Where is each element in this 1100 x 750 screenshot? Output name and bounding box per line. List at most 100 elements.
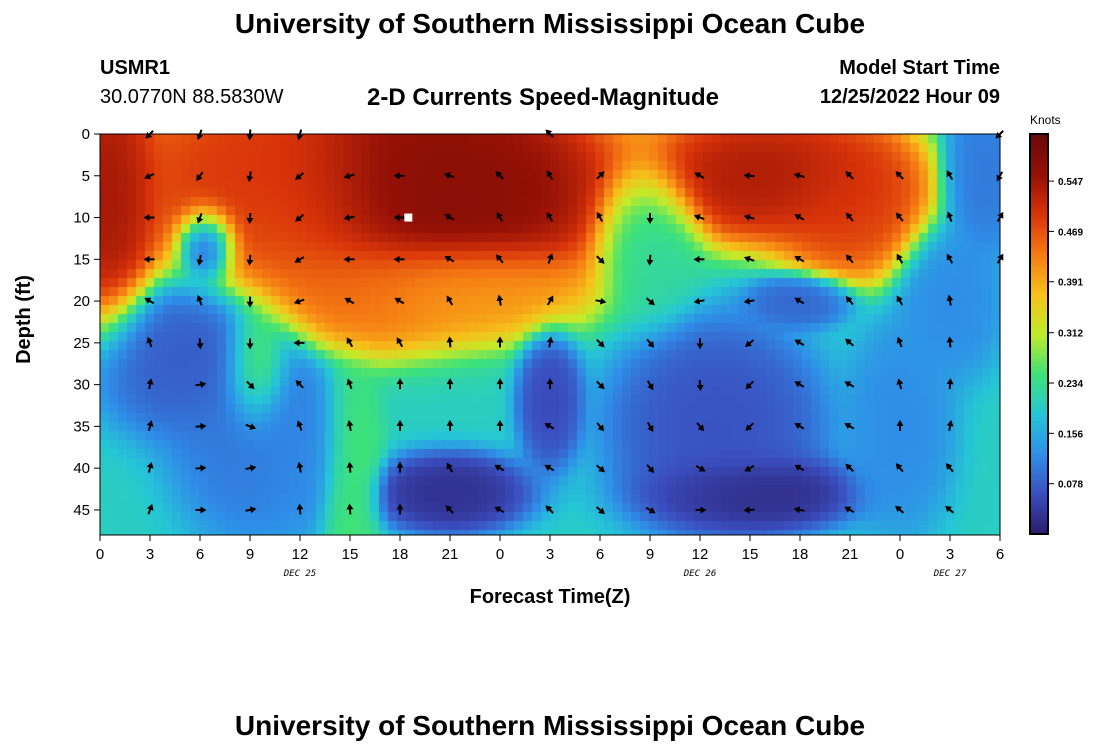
colorbar-tick-label: 0.391 bbox=[1058, 278, 1083, 289]
current-vector bbox=[346, 503, 354, 515]
current-vector bbox=[295, 213, 305, 222]
current-vector bbox=[745, 422, 754, 431]
current-vector bbox=[596, 422, 605, 432]
current-vector bbox=[844, 506, 855, 514]
y-axis-label: Depth (ft) bbox=[12, 275, 35, 364]
current-vector bbox=[695, 506, 707, 514]
current-vector bbox=[794, 464, 805, 472]
current-vector bbox=[995, 130, 1004, 139]
current-vector bbox=[646, 421, 654, 433]
x-tick-label: 3 bbox=[146, 546, 154, 563]
current-vector bbox=[794, 256, 805, 263]
current-vector bbox=[946, 336, 954, 348]
current-vector bbox=[946, 294, 954, 306]
model-start-label: Model Start Time bbox=[839, 57, 1000, 79]
colorbar-tick-label: 0.234 bbox=[1058, 379, 1083, 390]
current-vector bbox=[695, 465, 706, 472]
current-vector bbox=[693, 297, 705, 305]
current-vector bbox=[996, 171, 1004, 182]
current-vector bbox=[845, 212, 854, 222]
current-vector bbox=[896, 378, 904, 390]
chart-subtitle: 2-D Currents Speed-Magnitude bbox=[367, 84, 720, 111]
current-vector bbox=[196, 212, 204, 224]
current-vector bbox=[794, 339, 805, 346]
current-vector bbox=[896, 419, 904, 431]
current-vector bbox=[845, 463, 854, 473]
current-vector bbox=[396, 337, 404, 348]
current-vector bbox=[596, 171, 605, 180]
x-tick-label: 6 bbox=[996, 546, 1004, 563]
station-marker bbox=[404, 213, 413, 222]
current-vector bbox=[396, 378, 404, 390]
current-vector bbox=[845, 171, 854, 180]
current-vector bbox=[895, 463, 904, 473]
current-vector bbox=[745, 380, 754, 390]
current-vector bbox=[945, 505, 955, 514]
current-vector bbox=[393, 214, 405, 222]
current-vector bbox=[393, 255, 405, 263]
current-vector bbox=[844, 381, 855, 388]
current-vector bbox=[144, 297, 155, 305]
x-tick-label: 0 bbox=[896, 546, 904, 563]
current-vector bbox=[743, 172, 755, 180]
x-tick-label: 21 bbox=[842, 546, 859, 563]
current-vector bbox=[696, 422, 705, 432]
current-vector bbox=[343, 214, 355, 222]
current-vector bbox=[545, 129, 554, 138]
current-vector bbox=[946, 253, 954, 264]
current-vector bbox=[794, 381, 805, 388]
current-vector bbox=[646, 464, 655, 474]
current-vector bbox=[246, 129, 254, 141]
current-vector bbox=[195, 422, 207, 430]
current-vector bbox=[496, 294, 504, 306]
current-vector bbox=[146, 378, 154, 390]
y-tick-label: 45 bbox=[73, 502, 90, 519]
y-tick-label: 0 bbox=[82, 126, 90, 143]
colorbar-tick-label: 0.312 bbox=[1058, 329, 1083, 340]
current-vector bbox=[393, 172, 405, 180]
station-id: USMR1 bbox=[100, 57, 171, 79]
colorbar-frame bbox=[1029, 133, 1049, 535]
x-tick-label: 18 bbox=[392, 546, 409, 563]
current-vector bbox=[195, 506, 207, 514]
current-vector bbox=[996, 211, 1004, 222]
current-vector bbox=[143, 214, 155, 222]
x-tick-label: 9 bbox=[246, 546, 254, 563]
current-vector bbox=[246, 171, 254, 183]
current-vector bbox=[646, 338, 655, 348]
current-vector bbox=[443, 172, 455, 179]
current-vector bbox=[595, 464, 605, 473]
current-vector bbox=[343, 172, 355, 180]
current-vector bbox=[896, 336, 904, 348]
current-vector bbox=[595, 506, 605, 515]
current-vector bbox=[146, 461, 154, 473]
current-vector bbox=[895, 212, 904, 222]
current-vector bbox=[595, 297, 607, 305]
date-label: DEC 25 bbox=[283, 569, 317, 579]
x-tick-label: 3 bbox=[946, 546, 954, 563]
current-vector bbox=[245, 464, 257, 472]
current-vector bbox=[196, 254, 204, 266]
current-vector bbox=[744, 465, 755, 472]
current-vector bbox=[245, 423, 257, 430]
current-vector bbox=[844, 423, 855, 430]
current-vector bbox=[794, 423, 805, 430]
y-tick-label: 35 bbox=[73, 418, 90, 435]
station-coords: 30.0770N 88.5830W bbox=[100, 86, 284, 108]
date-label: DEC 27 bbox=[933, 569, 967, 579]
current-vector bbox=[296, 129, 304, 141]
current-vector bbox=[295, 172, 305, 180]
colorbar-tick-label: 0.156 bbox=[1058, 429, 1083, 440]
current-vector bbox=[896, 295, 904, 306]
current-vector bbox=[895, 505, 905, 514]
current-vector bbox=[346, 337, 354, 348]
current-vector bbox=[494, 506, 505, 514]
current-vector bbox=[394, 297, 405, 305]
colorbar-tick-label: 0.469 bbox=[1058, 227, 1083, 238]
x-tick-label: 18 bbox=[792, 546, 809, 563]
current-vector bbox=[596, 255, 605, 264]
current-vector bbox=[696, 380, 704, 392]
current-vector bbox=[645, 506, 656, 514]
current-vector bbox=[495, 171, 504, 180]
